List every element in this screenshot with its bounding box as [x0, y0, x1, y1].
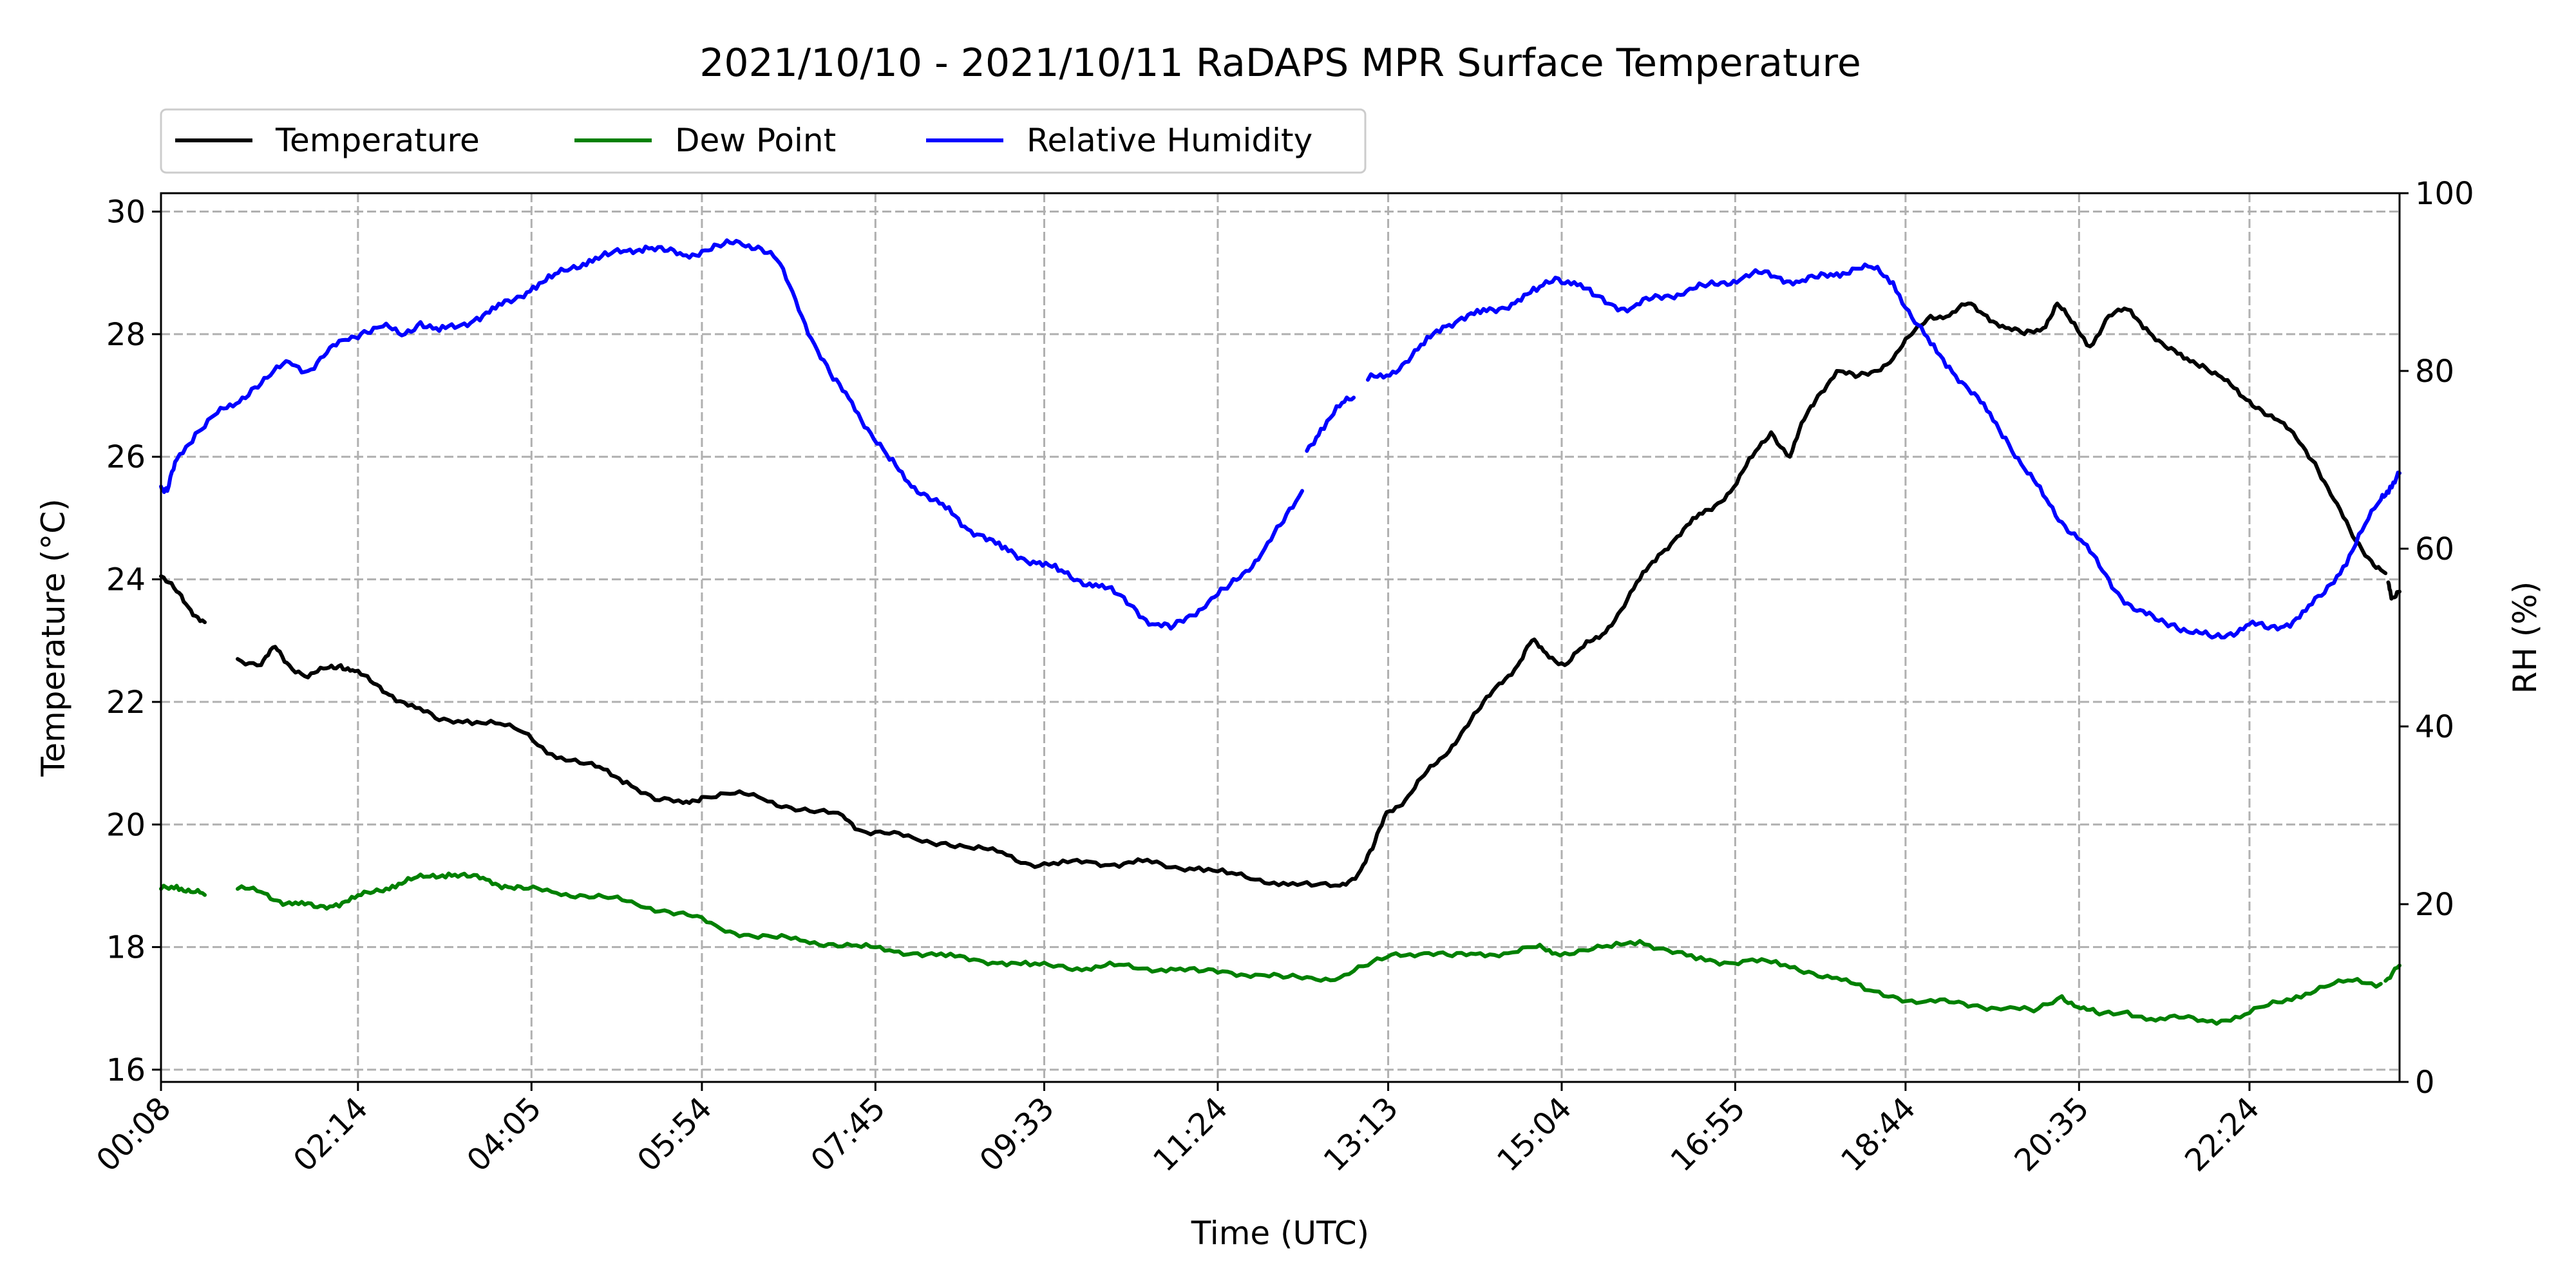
relative-humidity-line — [1366, 262, 2401, 639]
legend-label-temperature: Temperature — [275, 122, 480, 159]
temperature-line — [159, 574, 207, 625]
grid — [161, 193, 2400, 1082]
y-tick-label-left: 20 — [106, 807, 146, 843]
y-axis-label-left: Temperature (°C) — [35, 498, 72, 777]
x-tick-label: 18:44 — [1834, 1090, 1922, 1179]
temperature-line — [236, 301, 2388, 889]
legend: Temperature Dew Point Relative Humidity — [160, 108, 1367, 174]
y-tick-label-right: 80 — [2415, 354, 2454, 390]
x-tick-label: 13:13 — [1317, 1090, 1405, 1179]
x-tick-label: 22:24 — [2178, 1090, 2266, 1179]
y-tick-label-left: 18 — [106, 930, 146, 966]
y-tick-label-left: 28 — [106, 317, 146, 353]
y-tick-label-left: 30 — [106, 194, 146, 231]
relative-humidity-line — [159, 238, 1304, 631]
x-tick-label: 11:24 — [1146, 1090, 1235, 1179]
y-tick-label-left: 24 — [106, 562, 146, 598]
x-tick-label: 09:33 — [973, 1090, 1061, 1179]
relative-humidity-line — [1305, 395, 1356, 453]
y-tick-label-right: 0 — [2415, 1065, 2435, 1101]
x-tick-label: 04:05 — [460, 1090, 548, 1179]
y-tick-label-right: 40 — [2415, 709, 2454, 745]
dew-point-line — [2383, 963, 2401, 983]
chart-title: 2021/10/10 - 2021/10/11 RaDAPS MPR Surfa… — [699, 41, 1861, 86]
x-tick-label: 20:35 — [2007, 1090, 2096, 1179]
legend-label-dew-point: Dew Point — [675, 122, 836, 159]
x-tick-label: 15:04 — [1490, 1090, 1578, 1179]
y-tick-label-right: 60 — [2415, 531, 2454, 567]
legend-box — [160, 108, 1367, 174]
temperature-line — [2386, 580, 2401, 601]
y-tick-label-left: 22 — [106, 685, 146, 721]
x-tick-label: 00:08 — [90, 1090, 178, 1179]
dew-point-line — [159, 884, 207, 897]
x-tick-label: 07:45 — [804, 1090, 892, 1179]
dew-point-line — [236, 871, 2383, 1026]
series-layer — [159, 238, 2401, 1026]
legend-label-relative-humidity: Relative Humidity — [1027, 122, 1312, 159]
y-tick-label-right: 20 — [2415, 887, 2454, 923]
y-tick-label-left: 16 — [106, 1052, 146, 1088]
x-tick-label: 05:54 — [630, 1090, 719, 1179]
y-tick-label-left: 26 — [106, 439, 146, 475]
x-axis-label: Time (UTC) — [1191, 1215, 1369, 1252]
x-tick-label: 02:14 — [287, 1090, 375, 1179]
plot-frame — [160, 192, 2401, 1083]
x-tick-label: 16:55 — [1664, 1090, 1752, 1179]
y-axis-label-right: RH (%) — [2506, 582, 2544, 694]
y-tick-label-right: 100 — [2415, 176, 2474, 212]
